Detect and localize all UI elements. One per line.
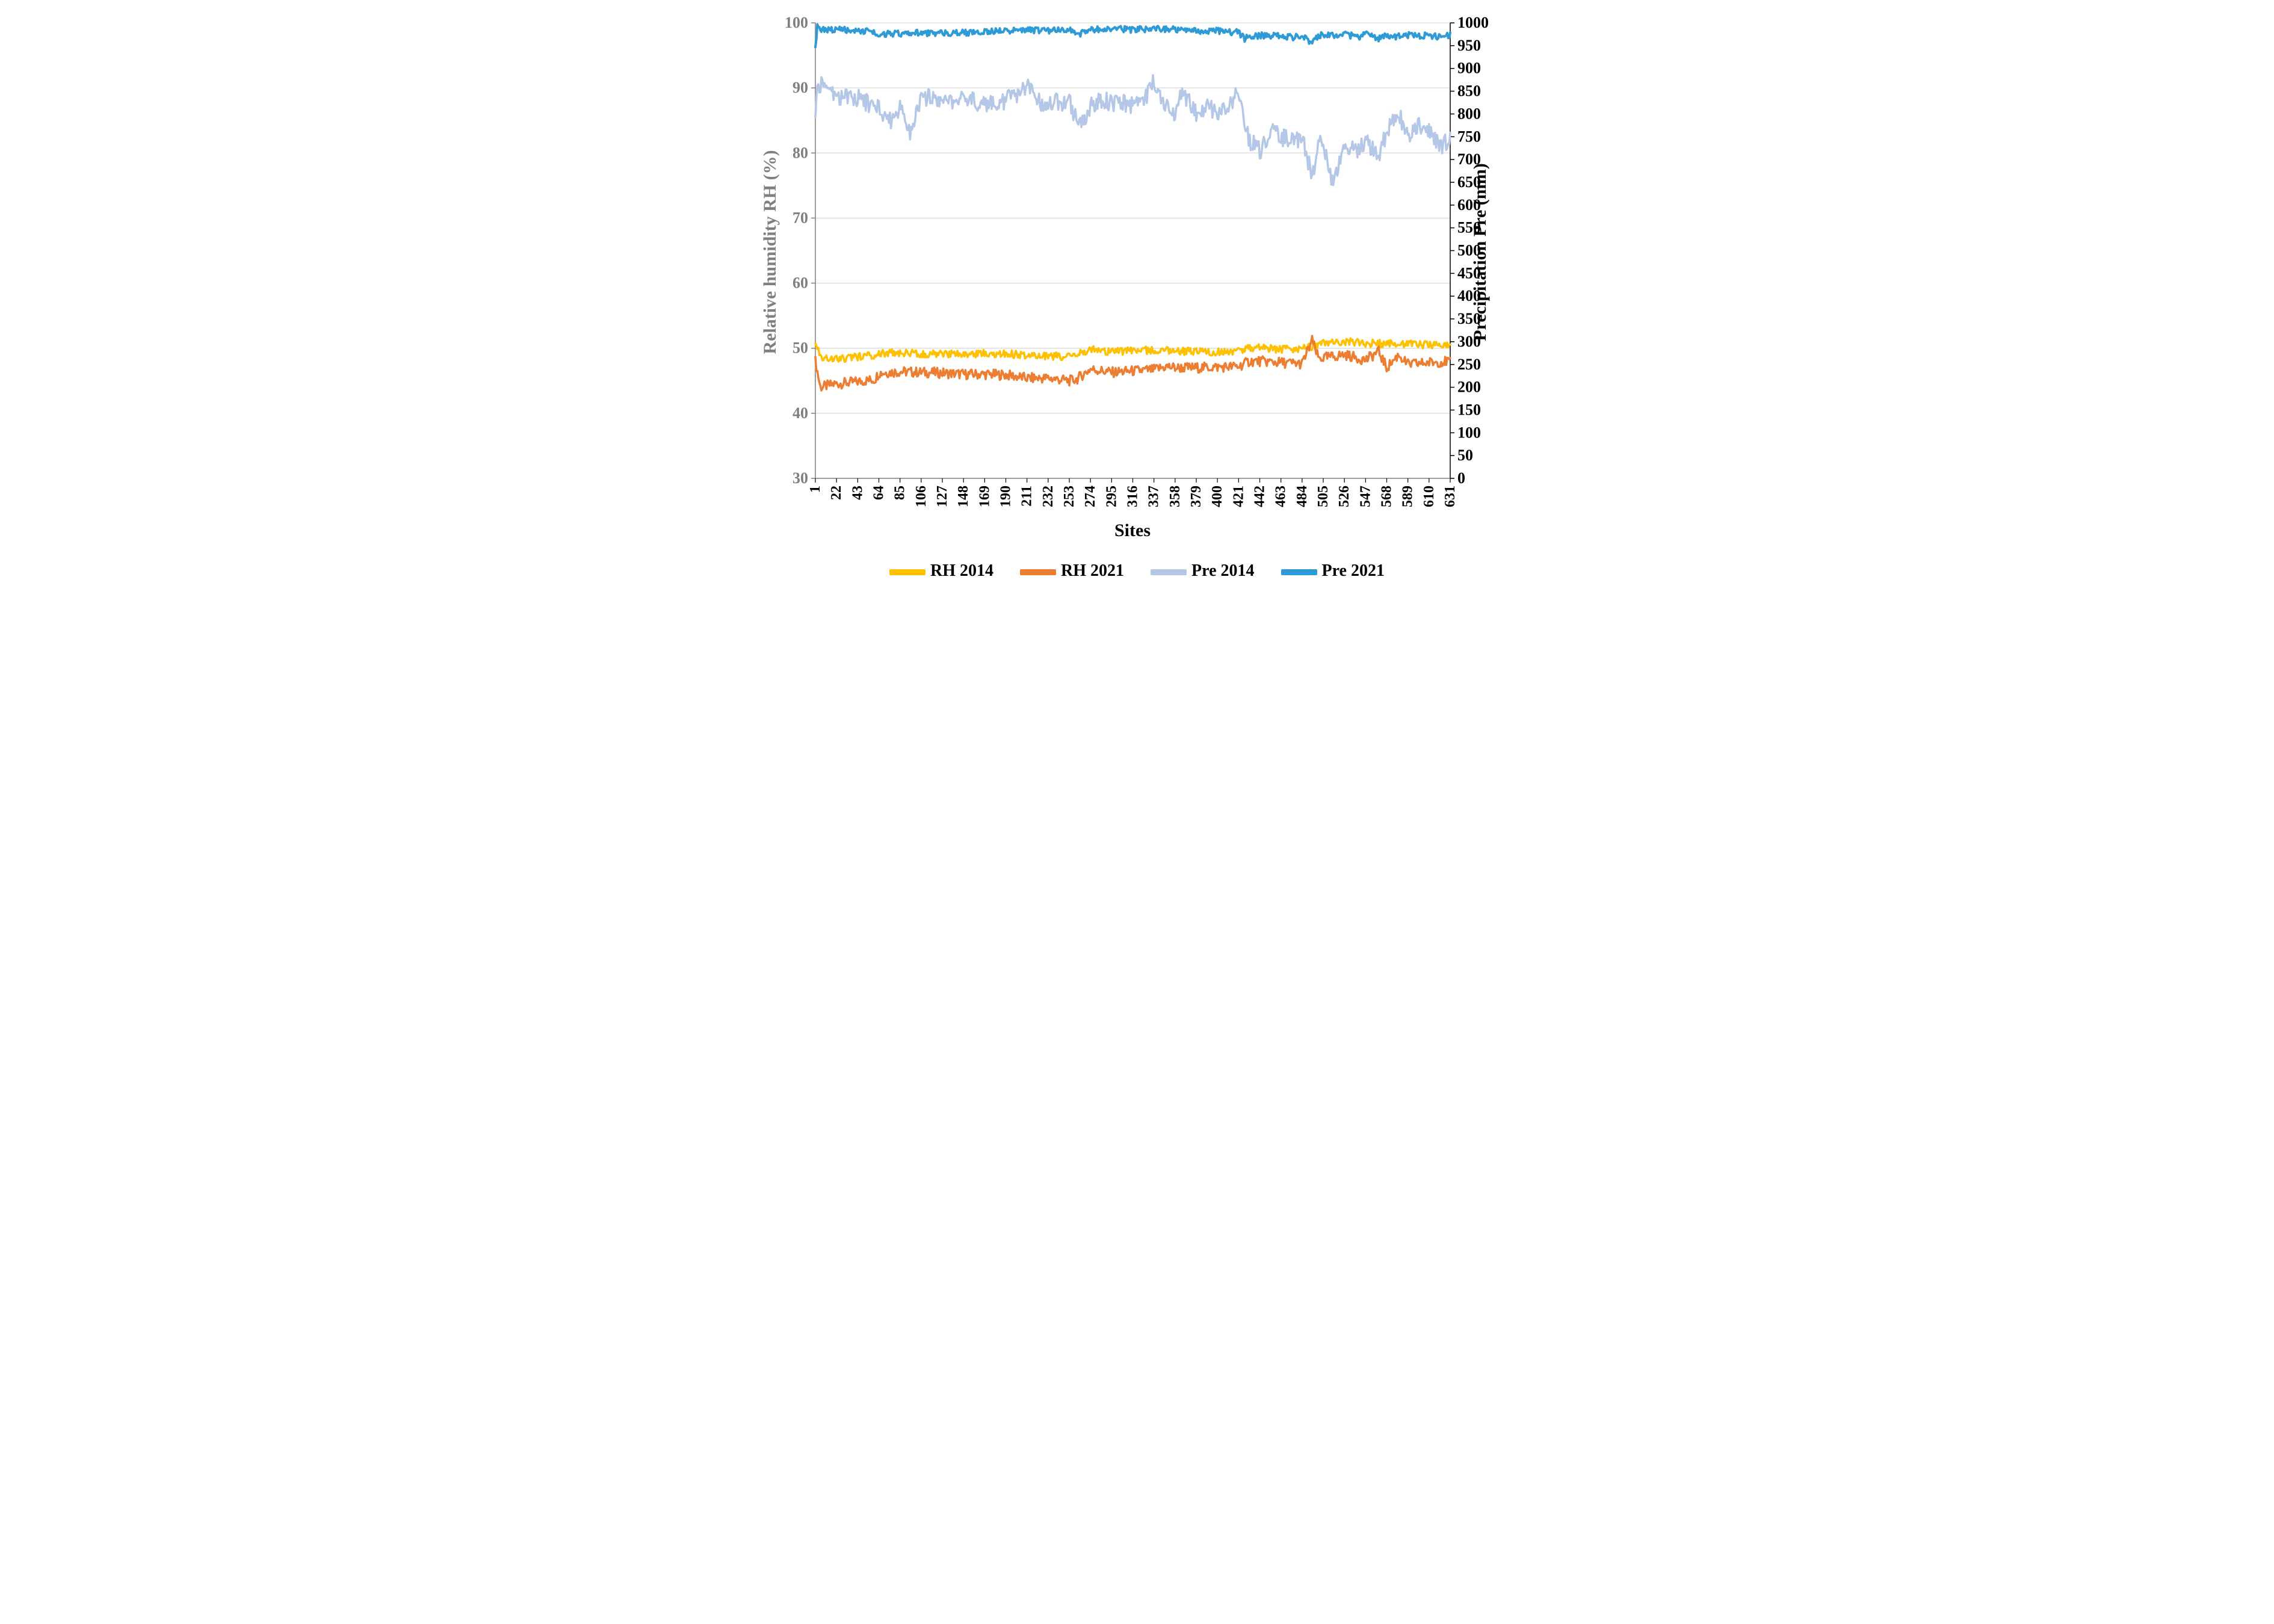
- svg-text:30: 30: [793, 469, 808, 487]
- legend-label: Pre 2014: [1191, 561, 1254, 580]
- svg-text:253: 253: [1061, 486, 1077, 507]
- svg-text:50: 50: [793, 339, 808, 357]
- svg-text:463: 463: [1273, 486, 1288, 507]
- y1-axis-label: Relative humidity RH (%): [760, 147, 780, 357]
- svg-text:70: 70: [793, 209, 808, 226]
- svg-text:43: 43: [850, 486, 865, 500]
- svg-text:589: 589: [1400, 486, 1415, 507]
- legend-item-pre-2014: Pre 2014: [1151, 561, 1254, 581]
- svg-text:274: 274: [1083, 486, 1098, 507]
- svg-text:850: 850: [1457, 82, 1481, 100]
- legend-swatch: [1020, 569, 1056, 575]
- legend-item-rh-2014: RH 2014: [889, 561, 993, 581]
- svg-text:505: 505: [1315, 486, 1331, 507]
- svg-text:127: 127: [935, 486, 950, 507]
- svg-text:150: 150: [1457, 401, 1481, 418]
- svg-text:232: 232: [1040, 486, 1055, 507]
- legend-swatch: [889, 569, 925, 575]
- legend-item-pre-2021: Pre 2021: [1281, 561, 1385, 581]
- svg-text:106: 106: [913, 486, 928, 507]
- svg-text:169: 169: [977, 486, 992, 507]
- svg-text:484: 484: [1294, 486, 1309, 507]
- svg-text:90: 90: [793, 79, 808, 96]
- svg-text:190: 190: [998, 486, 1013, 507]
- svg-text:60: 60: [793, 274, 808, 292]
- legend-swatch: [1151, 569, 1187, 575]
- svg-text:547: 547: [1358, 486, 1373, 507]
- svg-text:316: 316: [1125, 486, 1140, 507]
- svg-text:800: 800: [1457, 105, 1481, 122]
- svg-text:400: 400: [1210, 486, 1225, 507]
- svg-text:379: 379: [1188, 486, 1204, 507]
- svg-text:40: 40: [793, 404, 808, 422]
- svg-text:100: 100: [785, 14, 808, 31]
- svg-text:295: 295: [1104, 486, 1119, 507]
- svg-text:85: 85: [892, 486, 907, 500]
- svg-text:1000: 1000: [1457, 14, 1489, 31]
- svg-text:1: 1: [808, 486, 823, 493]
- svg-text:900: 900: [1457, 60, 1481, 77]
- legend-item-rh-2021: RH 2021: [1020, 561, 1124, 581]
- svg-text:526: 526: [1336, 486, 1352, 507]
- chart-container: 3040506070809010005010015020025030035040…: [758, 12, 1516, 581]
- svg-text:568: 568: [1379, 486, 1394, 507]
- svg-text:200: 200: [1457, 378, 1481, 396]
- svg-text:421: 421: [1231, 486, 1246, 507]
- legend-swatch: [1281, 569, 1317, 575]
- y2-axis-label: Precipitation Pre (mm): [1470, 162, 1491, 342]
- svg-text:631: 631: [1442, 486, 1458, 507]
- svg-text:0: 0: [1457, 469, 1465, 487]
- svg-text:950: 950: [1457, 37, 1481, 54]
- legend-label: RH 2014: [930, 561, 993, 580]
- svg-text:148: 148: [956, 486, 971, 507]
- svg-text:442: 442: [1252, 486, 1267, 507]
- svg-text:50: 50: [1457, 446, 1473, 464]
- legend-label: RH 2021: [1061, 561, 1124, 580]
- svg-text:337: 337: [1146, 486, 1161, 507]
- svg-text:750: 750: [1457, 128, 1481, 145]
- chart-svg: 3040506070809010005010015020025030035040…: [758, 12, 1516, 554]
- svg-text:22: 22: [829, 486, 844, 500]
- svg-text:610: 610: [1421, 486, 1436, 507]
- legend: RH 2014 RH 2021 Pre 2014 Pre 2021: [758, 561, 1516, 581]
- legend-label: Pre 2021: [1322, 561, 1385, 580]
- svg-text:100: 100: [1457, 424, 1481, 441]
- x-axis-label: Sites: [815, 520, 1450, 541]
- svg-text:64: 64: [871, 486, 886, 500]
- svg-text:358: 358: [1167, 486, 1182, 507]
- svg-text:250: 250: [1457, 356, 1481, 373]
- svg-text:211: 211: [1019, 486, 1034, 507]
- svg-text:80: 80: [793, 144, 808, 161]
